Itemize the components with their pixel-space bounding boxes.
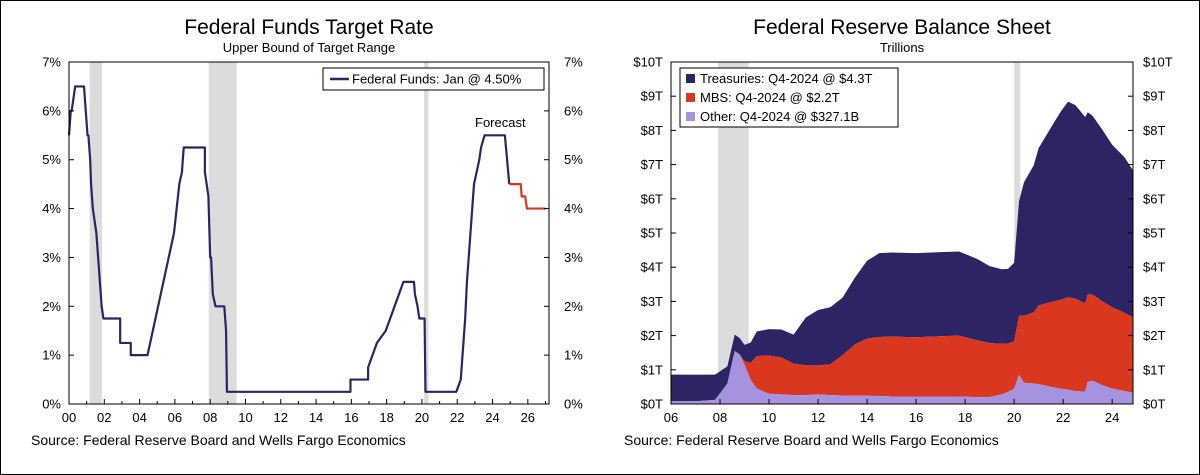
left-chart: Federal Funds Target Rate Upper Bound of…: [31, 16, 583, 448]
x-tick-label: 22: [1056, 410, 1070, 425]
x-tick-label: 02: [97, 410, 111, 425]
right-chart: Federal Reserve Balance Sheet Trillions …: [624, 16, 1173, 448]
y-tick-label-right: 2%: [564, 299, 583, 314]
left-legend-box: [322, 67, 545, 91]
y-tick-label-left: $10T: [633, 55, 663, 70]
y-tick-label-left: $3T: [641, 294, 663, 309]
x-tick-label: 24: [485, 410, 499, 425]
y-tick-label-left: $1T: [641, 362, 663, 377]
x-tick-label: 08: [713, 410, 727, 425]
left-chart-source: Source: Federal Reserve Board and Wells …: [31, 432, 406, 448]
x-tick-label: 10: [762, 410, 776, 425]
y-tick-label-right: $2T: [1143, 328, 1165, 343]
left-chart-title: Federal Funds Target Rate: [184, 16, 433, 39]
right-chart-title: Federal Reserve Balance Sheet: [753, 16, 1051, 39]
x-tick-label: 20: [415, 410, 429, 425]
y-tick-label-right: $7T: [1143, 157, 1165, 172]
legend-swatch-treasuries: [686, 74, 695, 83]
y-tick-label-left: $8T: [641, 123, 663, 138]
x-tick-label: 18: [379, 410, 393, 425]
y-tick-label-left: $2T: [641, 328, 663, 343]
x-tick-label: 16: [344, 410, 358, 425]
x-tick-label: 16: [909, 410, 923, 425]
right-chart-subtitle: Trillions: [880, 40, 925, 55]
y-tick-label-right: 4%: [564, 201, 583, 216]
y-tick-label-right: $4T: [1143, 260, 1165, 275]
legend-label-treasuries: Treasuries: Q4-2024 @ $4.3T: [700, 71, 872, 86]
x-tick-label: 10: [238, 410, 252, 425]
recession-band: [424, 62, 429, 404]
y-tick-label-right: $8T: [1143, 123, 1165, 138]
x-tick-label: 20: [1007, 410, 1021, 425]
y-tick-label-left: 6%: [42, 103, 61, 118]
y-tick-label-left: $0T: [641, 397, 663, 412]
y-tick-label-right: 1%: [564, 348, 583, 363]
other-area: [671, 350, 1133, 404]
y-tick-label-right: $5T: [1143, 226, 1165, 241]
x-tick-label: 24: [1105, 410, 1119, 425]
mbs-area: [671, 294, 1133, 402]
x-tick-label: 00: [62, 410, 76, 425]
y-tick-label-right: 0%: [564, 397, 583, 412]
x-tick-label: 06: [664, 410, 678, 425]
right-legend-box: [679, 67, 899, 128]
y-tick-label-right: 7%: [564, 55, 583, 70]
y-tick-label-right: 6%: [564, 103, 583, 118]
x-tick-label: 18: [958, 410, 972, 425]
y-tick-label-right: 5%: [564, 152, 583, 167]
y-tick-label-left: $9T: [641, 89, 663, 104]
right-legend: Treasuries: Q4-2024 @ $4.3T MBS: Q4-2024…: [679, 67, 899, 128]
x-tick-label: 14: [860, 410, 874, 425]
y-tick-label-left: $5T: [641, 226, 663, 241]
treasuries-area: [671, 101, 1133, 402]
legend-swatch-other: [686, 112, 695, 121]
x-tick-label: 12: [274, 410, 288, 425]
x-tick-label: 22: [450, 410, 464, 425]
y-tick-label-left: 1%: [42, 348, 61, 363]
y-tick-label-right: $0T: [1143, 397, 1165, 412]
y-tick-label-right: $6T: [1143, 191, 1165, 206]
y-tick-label-right: $3T: [1143, 294, 1165, 309]
y-tick-label-right: $9T: [1143, 89, 1165, 104]
forecast-annotation: Forecast: [475, 115, 526, 130]
y-tick-label-left: 5%: [42, 152, 61, 167]
y-tick-label-left: 7%: [42, 55, 61, 70]
y-tick-label-left: 4%: [42, 201, 61, 216]
x-tick-label: 06: [168, 410, 182, 425]
legend-swatch-mbs: [686, 93, 695, 102]
y-tick-label-left: $6T: [641, 191, 663, 206]
legend-label-other: Other: Q4-2024 @ $327.1B: [700, 109, 859, 124]
recession-band: [208, 62, 237, 404]
left-chart-subtitle: Upper Bound of Target Range: [223, 40, 396, 55]
y-tick-label-left: $7T: [641, 157, 663, 172]
y-tick-label-left: 3%: [42, 250, 61, 265]
legend-label-mbs: MBS: Q4-2024 @ $2.2T: [700, 90, 840, 105]
x-tick-label: 04: [132, 410, 146, 425]
left-legend: Federal Funds: Jan @ 4.50%: [322, 67, 545, 91]
forecast-line: [509, 183, 546, 210]
y-tick-label-left: $4T: [641, 260, 663, 275]
y-tick-label-right: 3%: [564, 250, 583, 265]
right-chart-source: Source: Federal Reserve Board and Wells …: [624, 432, 999, 448]
left-legend-label: Federal Funds: Jan @ 4.50%: [352, 72, 522, 87]
x-tick-label: 26: [521, 410, 535, 425]
x-tick-label: 08: [203, 410, 217, 425]
fed-funds-line: [67, 85, 511, 393]
y-tick-label-left: 2%: [42, 299, 61, 314]
x-tick-label: 14: [309, 410, 323, 425]
x-tick-label: 12: [811, 410, 825, 425]
y-tick-label-right: $10T: [1143, 55, 1173, 70]
left-plot-border: [68, 61, 550, 405]
y-tick-label-left: 0%: [42, 397, 61, 412]
y-tick-label-right: $1T: [1143, 362, 1165, 377]
